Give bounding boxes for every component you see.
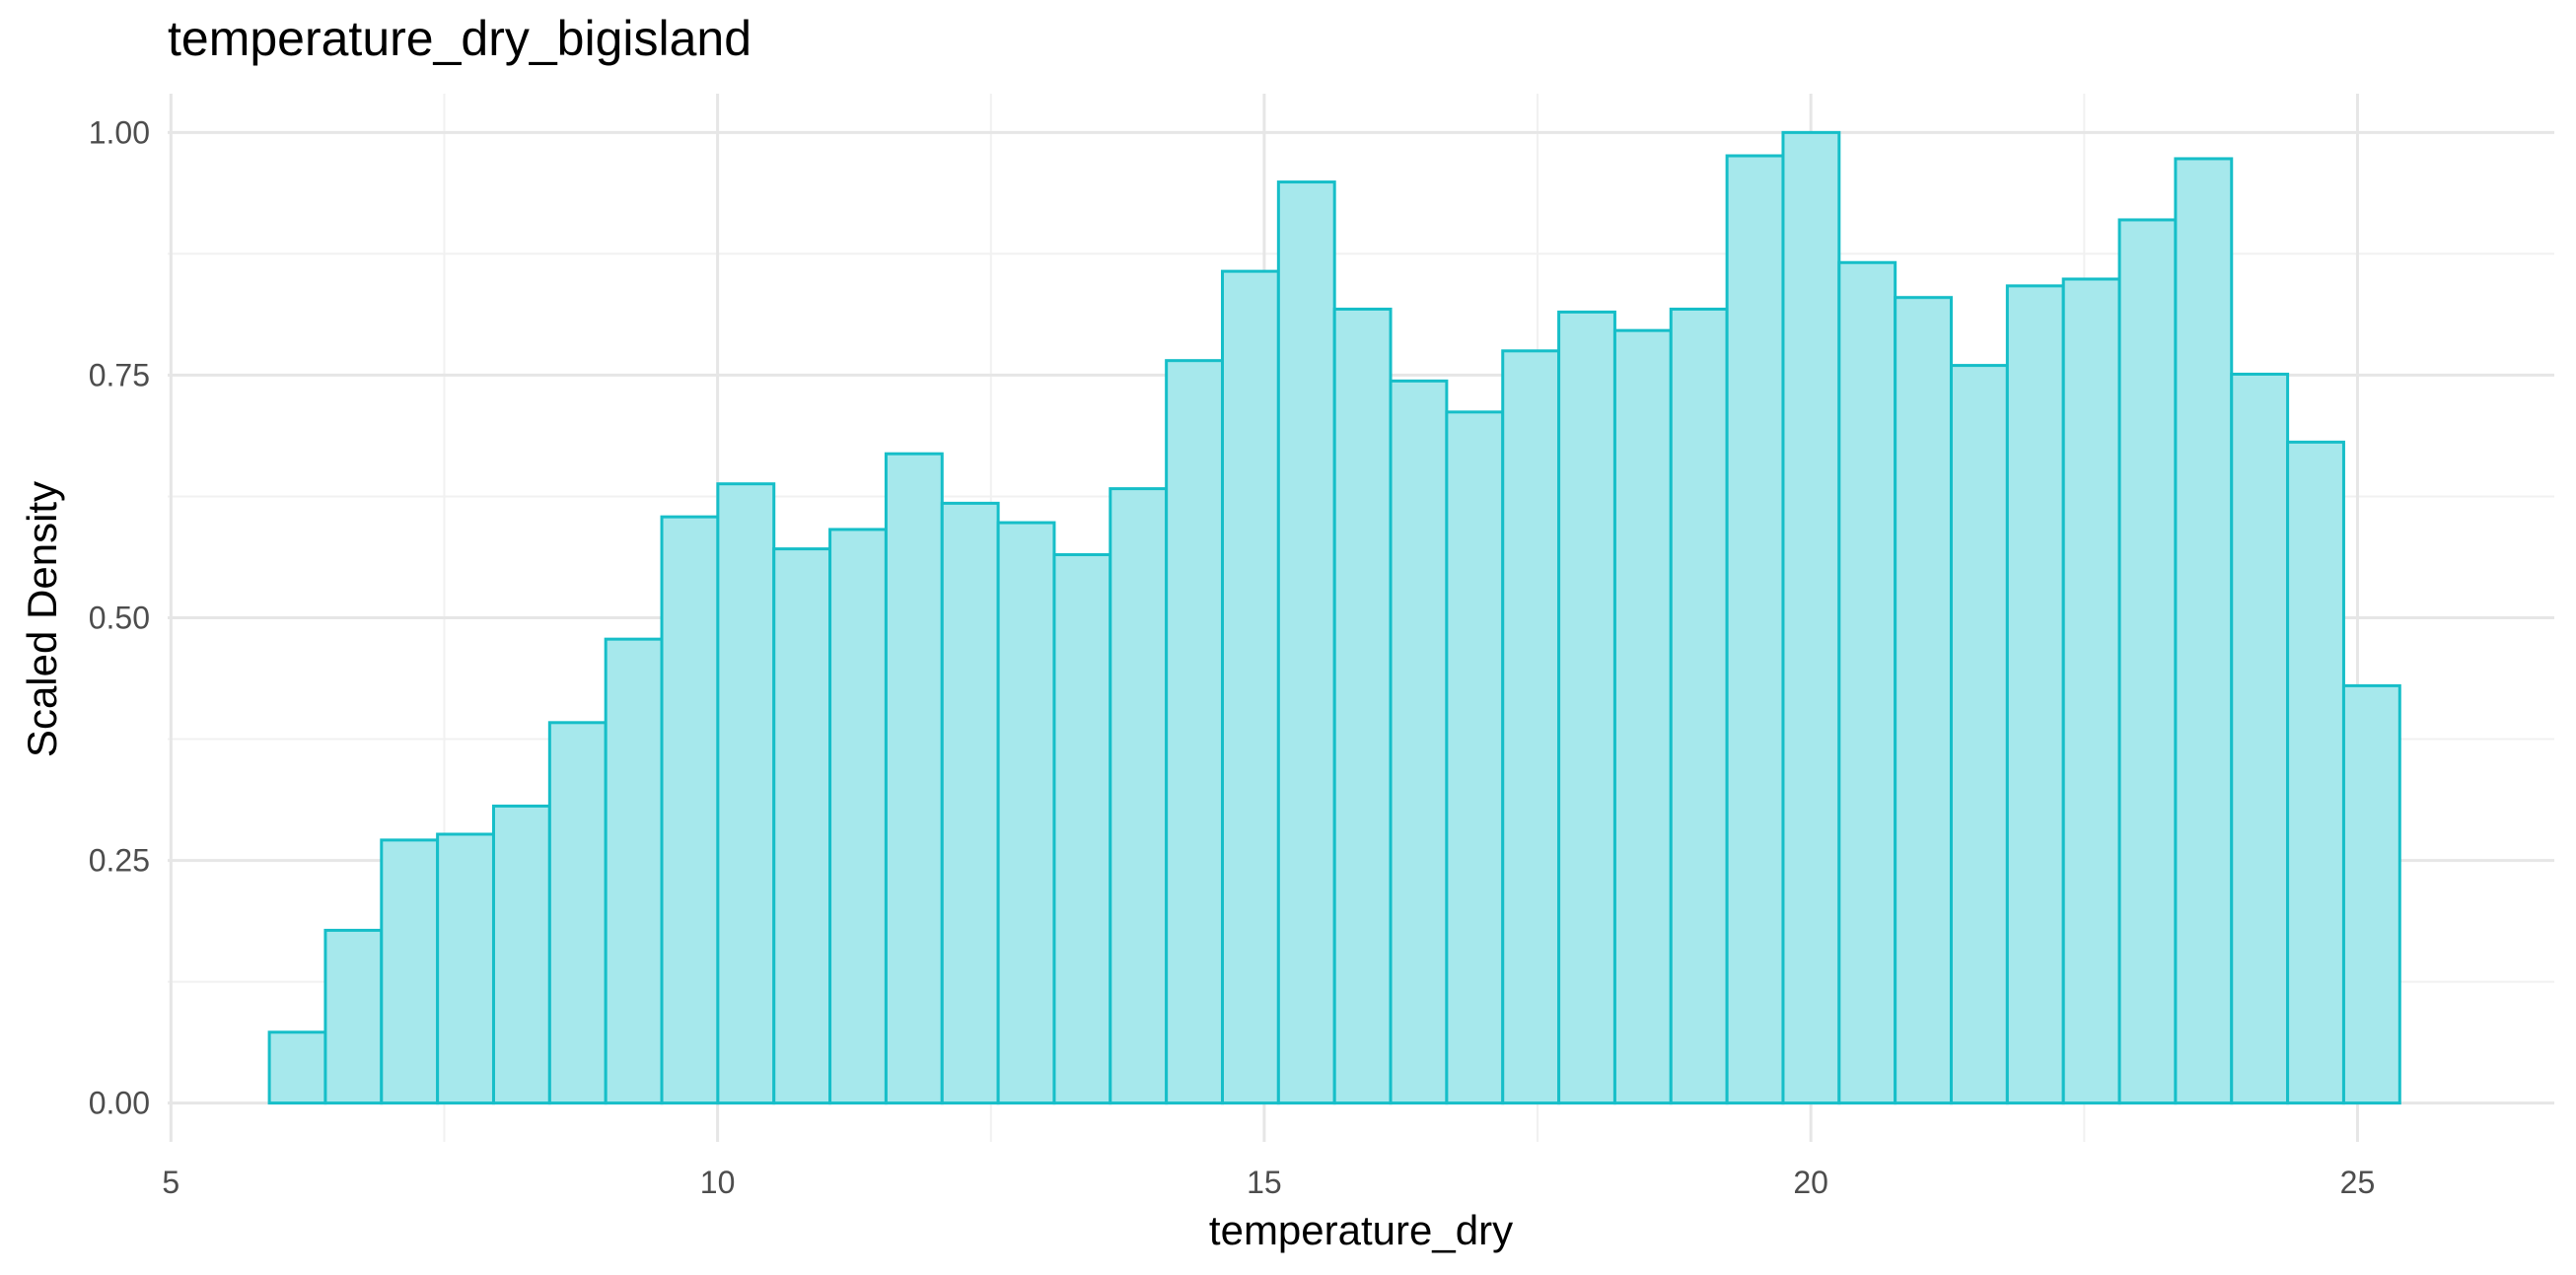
- tick-labels: 5 10 15 20 25 0.00 0.25 0.50 0.75 1.00: [89, 114, 2376, 1200]
- y-tick-label: 0.25: [89, 843, 150, 879]
- x-axis-title: temperature_dry: [1209, 1207, 1513, 1253]
- histogram-bar: [2174, 157, 2234, 1105]
- histogram-bar: [2286, 440, 2345, 1105]
- histogram-bar: [940, 501, 1000, 1105]
- histogram-bar: [2341, 683, 2401, 1105]
- x-tick-label: 20: [1793, 1165, 1828, 1200]
- x-tick-label: 15: [1247, 1165, 1282, 1200]
- histogram-bar: [1781, 130, 1841, 1105]
- histogram-bar: [604, 637, 664, 1105]
- histogram-bar: [1950, 364, 2009, 1105]
- histogram-bar: [660, 515, 720, 1105]
- histogram-bar: [1557, 310, 1616, 1105]
- histogram-bar: [1445, 410, 1505, 1105]
- histogram-bar: [267, 1030, 327, 1105]
- histogram-bar: [884, 452, 944, 1105]
- histogram-bar: [436, 832, 495, 1105]
- y-axis-title: Scaled Density: [19, 481, 65, 757]
- histogram-bar: [996, 521, 1056, 1105]
- histogram-bar: [323, 928, 384, 1105]
- y-tick-label: 0.75: [89, 357, 150, 392]
- histogram-bar: [1612, 328, 1673, 1105]
- histogram-bar: [1501, 349, 1561, 1105]
- histogram-bar: [1221, 269, 1280, 1105]
- histogram-bar: [2005, 284, 2065, 1105]
- histogram-bar: [716, 482, 776, 1105]
- x-tick-label: 5: [162, 1165, 179, 1200]
- histogram-bar: [1894, 296, 1954, 1105]
- histogram-bar: [1669, 308, 1729, 1105]
- y-tick-label: 1.00: [89, 114, 150, 150]
- histogram-bar: [2061, 277, 2121, 1105]
- x-tick-label: 10: [700, 1165, 736, 1200]
- histogram-bar: [1389, 379, 1449, 1105]
- histogram-bar: [1725, 154, 1785, 1105]
- histogram-bar: [828, 528, 888, 1105]
- histogram-bar: [1276, 180, 1336, 1105]
- histogram-bar: [2117, 218, 2178, 1105]
- histogram-bar: [1052, 553, 1112, 1105]
- y-tick-label: 0.00: [89, 1086, 150, 1121]
- x-tick-label: 25: [2340, 1165, 2376, 1200]
- bars-layer: [267, 130, 2401, 1105]
- histogram-bar: [1332, 308, 1393, 1105]
- histogram-bar: [772, 547, 832, 1105]
- y-tick-label: 0.50: [89, 601, 150, 636]
- histogram-bar: [380, 838, 440, 1105]
- histogram-bar: [1165, 359, 1225, 1105]
- histogram-bar: [1109, 487, 1169, 1105]
- histogram-bar: [547, 721, 608, 1105]
- histogram-bar: [2230, 372, 2290, 1105]
- chart-title: temperature_dry_bigisland: [168, 11, 752, 66]
- histogram-bar: [1837, 260, 1897, 1105]
- histogram-bar: [491, 804, 551, 1105]
